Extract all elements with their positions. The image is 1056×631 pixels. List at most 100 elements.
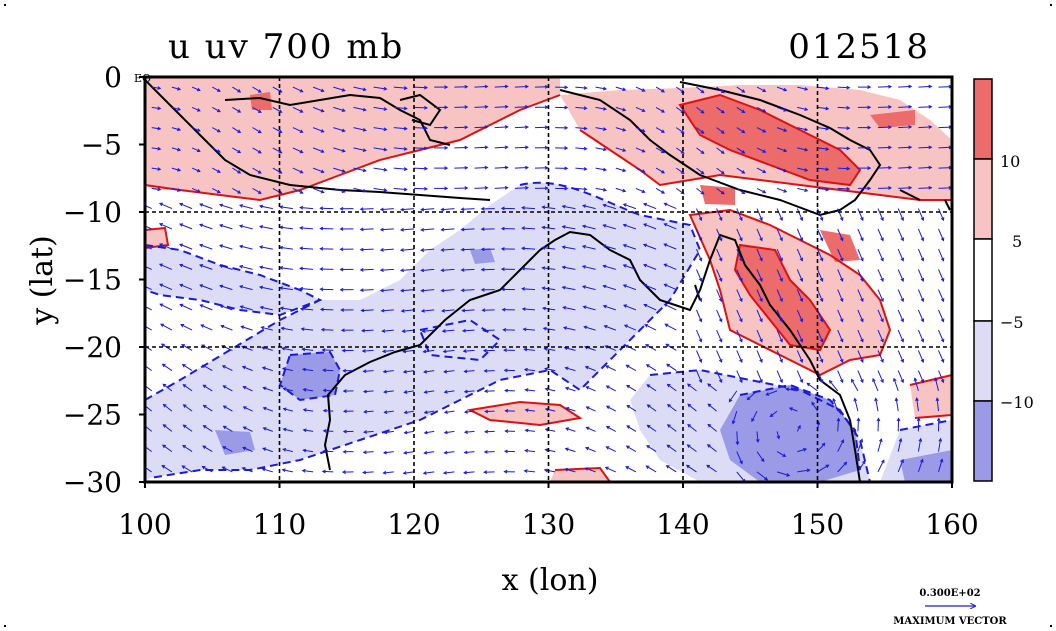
wind-vector [797,187,808,192]
wind-vector-head [461,328,466,333]
wind-vector [615,106,626,111]
wind-vector [664,202,677,210]
wind-vector-head [424,166,429,171]
wind-vector [829,380,839,392]
y-axis-label: y (lat) [25,235,60,325]
y-tick-label: −5 [81,129,122,162]
wind-vector-head [340,328,345,333]
wind-vector-head [179,263,184,268]
wind-vector [565,427,576,432]
wind-vector-head [339,227,344,231]
wind-vector [239,204,253,210]
wind-vector [716,86,725,93]
wind-vector [626,384,637,392]
wind-vector [877,106,892,108]
wind-vector [462,309,475,312]
wind-vector-head [480,287,485,292]
wind-vector [171,106,181,111]
x-tick-label: 120 [387,508,440,541]
wind-vector-head [867,85,872,89]
wind-vector [545,388,556,392]
wind-vector [603,245,616,250]
wind-vector-head [182,384,187,388]
wind-vector [696,147,705,154]
wind-vector [232,86,241,93]
wind-vector-head [196,108,201,112]
wind-vector [232,167,241,174]
wind-vector [696,127,705,134]
wind-vector-head [663,223,668,227]
wind-vector [442,309,455,312]
wind-vector-head [320,149,325,153]
wind-vector [283,428,294,432]
wind-vector-head [442,349,447,354]
wind-vector-head [460,227,465,232]
wind-vector-head [381,329,386,333]
wind-vector-head [176,107,182,111]
wind-vector-head [383,147,388,152]
wind-vector-head [643,223,647,227]
vector-legend-caption: MAXIMUM VECTOR [893,616,1007,627]
wind-vector [292,187,303,194]
wind-vector-head [422,471,427,475]
wind-vector-head [908,104,913,109]
wind-vector [219,285,233,291]
wind-vector [817,208,823,221]
wind-vector [402,329,415,332]
wind-vector [300,247,314,250]
wind-vector [300,267,314,270]
wind-vector [756,228,763,241]
wind-vector-head [928,125,933,129]
wind-vector-head [420,268,425,273]
wind-vector-head [262,427,267,431]
wind-vector [914,378,919,392]
wind-vector-head [162,383,167,388]
wind-vector-head [741,190,746,194]
wind-vector [179,203,193,210]
wind-vector [240,305,253,311]
wind-vector [421,208,435,211]
wind-vector [145,384,153,392]
wind-vector [522,308,536,311]
wind-vector-head [755,439,760,444]
wind-vector [280,307,293,311]
wind-vector [797,127,808,131]
wind-vector-head [602,107,608,111]
wind-vector-head [319,307,324,312]
wind-vector-head [819,358,824,363]
wind-vector [877,329,884,342]
wind-vector [756,451,765,462]
wind-vector-head [720,89,725,94]
colorbar-label-10: 10 [1000,152,1020,171]
wind-vector [796,269,803,282]
wind-vector-head [867,125,872,130]
wind-vector-head [920,237,925,242]
wind-vector-head [783,108,788,112]
wind-vector [664,303,677,311]
wind-vector-head [257,109,262,113]
wind-vector-head [741,89,746,93]
wind-vector-head [718,257,723,262]
wind-vector-head [221,466,226,470]
wind-vector [797,167,808,171]
wind-vector-head [718,277,723,282]
wind-vector-head [783,168,788,173]
wind-vector [786,388,798,392]
wind-vector [145,365,152,372]
wind-vector [514,126,528,129]
wind-vector-head [521,226,526,231]
wind-vector [545,368,556,372]
wind-vector-head [666,444,671,449]
wind-vector-head [561,245,566,250]
wind-vector-head [541,286,546,291]
wind-vector [595,167,607,171]
wind-vector-head [583,146,588,151]
wind-vector [898,166,912,169]
wind-vector [259,205,273,210]
wind-vector [817,370,823,383]
wind-vector [382,349,394,352]
wind-vector-head [867,166,872,170]
wind-vector-head [159,303,164,307]
wind-vector-head [641,108,646,112]
wind-vector [302,368,314,372]
